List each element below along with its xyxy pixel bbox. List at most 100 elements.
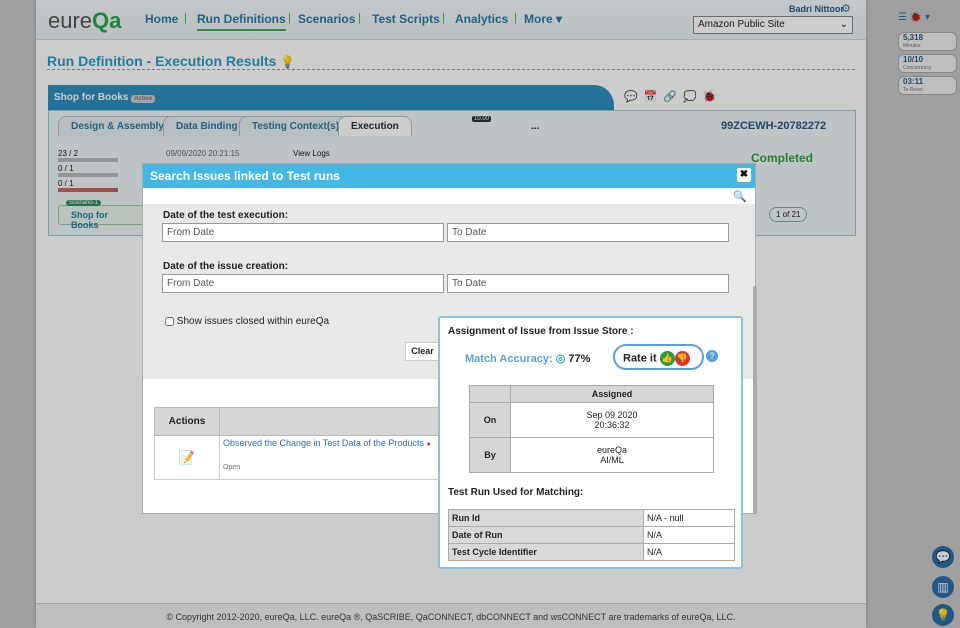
run-id: 99ZCEWH-20782272 — [721, 120, 827, 132]
nav-separator: | — [442, 12, 445, 24]
status-completed: Completed — [751, 151, 814, 165]
issue-status: Open — [223, 464, 241, 471]
date-of-run-value: N/A — [643, 526, 735, 544]
match-accuracy: Match Accuracy: ◎ 77% — [465, 352, 590, 365]
issue-date-label: Date of the issue creation: — [163, 261, 289, 272]
page-title-text: Run Definition - Execution Results — [47, 53, 277, 69]
more-devices[interactable]: ... — [531, 121, 540, 132]
stat-sc-bar — [58, 188, 118, 192]
assigned-date: Sep 09 2020 — [586, 410, 638, 420]
test-cycle-value: N/A — [643, 543, 735, 561]
by-label: By — [469, 437, 511, 473]
thumbs-up-icon[interactable]: 👍 — [659, 351, 675, 366]
nav-more[interactable]: More ▾ — [524, 12, 563, 26]
blank-header — [469, 385, 511, 403]
closed-issues-checkbox[interactable] — [165, 316, 174, 326]
exec-date-label: Date of the test execution: — [163, 210, 289, 221]
nav-run-definitions[interactable]: Run Definitions — [197, 12, 286, 31]
reset-value: 03:11 — [903, 77, 924, 86]
test-cycle-label: Test Cycle Identifier — [448, 543, 644, 561]
nav-separator: | — [184, 12, 187, 24]
nav-separator: | — [358, 12, 361, 24]
run-toolbar-icons[interactable]: 💬📅🔗💭🐞 — [624, 91, 723, 103]
modal-scrollbar[interactable] — [753, 286, 757, 514]
modal-title: Search Issues linked to Test runs — [150, 169, 340, 183]
test-run-title: Test Run Used for Matching: — [448, 487, 584, 498]
chevron-down-icon: ⌄ — [839, 19, 848, 30]
match-accuracy-label: Match Accuracy: — [465, 353, 553, 365]
active-badge: Active — [131, 95, 156, 103]
assigned-by-2: AI/ML — [600, 455, 624, 465]
stat-sc-value: 0 / 1 — [58, 179, 74, 188]
right-sidebar: ☰ 🐞 ▾ 5,318 Minutes 10/10 Concurrency 03:1… — [898, 12, 960, 98]
stat-ts: 0 / 1 — [58, 164, 118, 177]
run-id-value: N/A - null — [643, 509, 735, 527]
on-label: On — [469, 402, 511, 438]
nav-analytics[interactable]: Analytics — [455, 12, 509, 26]
assignment-popover: Assignment of Issue from Issue Store : M… — [438, 316, 743, 569]
issue-to-date-input[interactable]: To Date — [447, 274, 729, 293]
date-of-run-label: Date of Run — [448, 526, 644, 544]
minutes-value: 5,318 — [903, 33, 924, 42]
nav-home[interactable]: Home — [145, 12, 179, 26]
divider — [47, 69, 855, 70]
help-icon[interactable]: ? — [706, 350, 718, 362]
thumbs-down-icon[interactable]: 👎 — [674, 351, 690, 366]
rate-it-label: Rate it — [623, 352, 657, 365]
concurrency-chip: 10/10 Concurrency — [898, 54, 957, 73]
chat-icon[interactable]: 💬 — [932, 546, 954, 568]
close-icon[interactable]: ✖ — [737, 168, 751, 182]
gear-icon[interactable]: ⚙ — [841, 3, 851, 15]
closed-issues-option[interactable]: Show issues closed within eureQa — [165, 316, 329, 327]
issue-summary-link[interactable]: Observed the Change in Test Data of the … — [223, 438, 424, 448]
run-timestamp: 09/09/2020 20:21:15 — [166, 149, 240, 158]
nav-separator: | — [514, 12, 517, 24]
clear-button[interactable]: Clear — [405, 342, 440, 361]
tab-execution[interactable]: Execution — [338, 116, 412, 136]
run-id-label: Run Id — [448, 509, 644, 527]
stat-ts-bar — [58, 173, 118, 177]
reset-chip: 03:11 To Reset — [898, 76, 957, 95]
issue-dot-icon: ● — [426, 441, 431, 448]
target-icon: ◎ — [555, 353, 566, 365]
modal-header: Search Issues linked to Test runs — [143, 164, 755, 188]
exec-from-date-input[interactable]: From Date — [162, 223, 444, 242]
stat-in-value: 23 / 2 — [58, 149, 79, 158]
run-header-band: Shop for Books Active — [48, 85, 614, 110]
table-row: Date of Run N/A — [448, 526, 735, 544]
stat-ts-value: 0 / 1 — [58, 164, 74, 173]
lightbulb-icon[interactable]: 💡 — [280, 55, 296, 69]
scenario-card[interactable]: Shop for Books — [58, 205, 146, 230]
edit-note-icon[interactable]: 📝 — [154, 435, 220, 480]
eureqa-logo[interactable]: eureQa — [48, 8, 122, 33]
test-run-table: Run Id N/A - null Date of Run N/A Test Cyc… — [448, 509, 735, 561]
stat-in-bar — [58, 158, 118, 162]
minutes-label: Minutes — [903, 43, 921, 49]
closed-issues-label: Show issues closed within eureQa — [176, 316, 330, 327]
scenario-badge: Scenario-1 — [66, 200, 102, 206]
col-actions: Actions — [154, 407, 220, 436]
minutes-chip: 5,318 Minutes — [898, 32, 957, 51]
reset-label: To Reset — [903, 87, 923, 93]
assigned-by: eureQa AI/ML — [510, 437, 714, 473]
nav-scenarios[interactable]: Scenarios — [298, 12, 356, 26]
bug-select[interactable]: ☰ 🐞 ▾ — [898, 12, 930, 23]
user-name[interactable]: Badri Nittoor — [789, 4, 844, 14]
run-name: Shop for Books — [54, 92, 129, 103]
android-version-badge: 10.00 — [472, 116, 492, 122]
lightbulb-help-icon[interactable]: 💡 — [932, 604, 954, 626]
assigned-header: Assigned — [510, 385, 714, 403]
site-select-value: Amazon Public Site — [698, 19, 785, 30]
site-select[interactable]: Amazon Public Site ⌄ — [693, 16, 853, 34]
nav-test-scripts[interactable]: Test Scripts — [372, 12, 440, 26]
pager[interactable]: 1 of 21 — [769, 207, 808, 222]
exec-to-date-input[interactable]: To Date — [447, 223, 729, 242]
zoom-search-icon[interactable]: 🔍 — [733, 191, 747, 203]
assigned-on: Sep 09 2020 20:36:32 — [510, 402, 714, 438]
issue-from-date-input[interactable]: From Date — [162, 274, 444, 293]
top-nav-bar: eureQa Home | Run Definitions | Scenario… — [36, 0, 866, 40]
page-title: Run Definition - Execution Results 💡 — [47, 53, 295, 69]
books-icon[interactable]: ▥ — [932, 576, 954, 598]
stat-in: 23 / 2 — [58, 149, 118, 162]
view-logs-link[interactable]: View Logs — [293, 149, 330, 158]
